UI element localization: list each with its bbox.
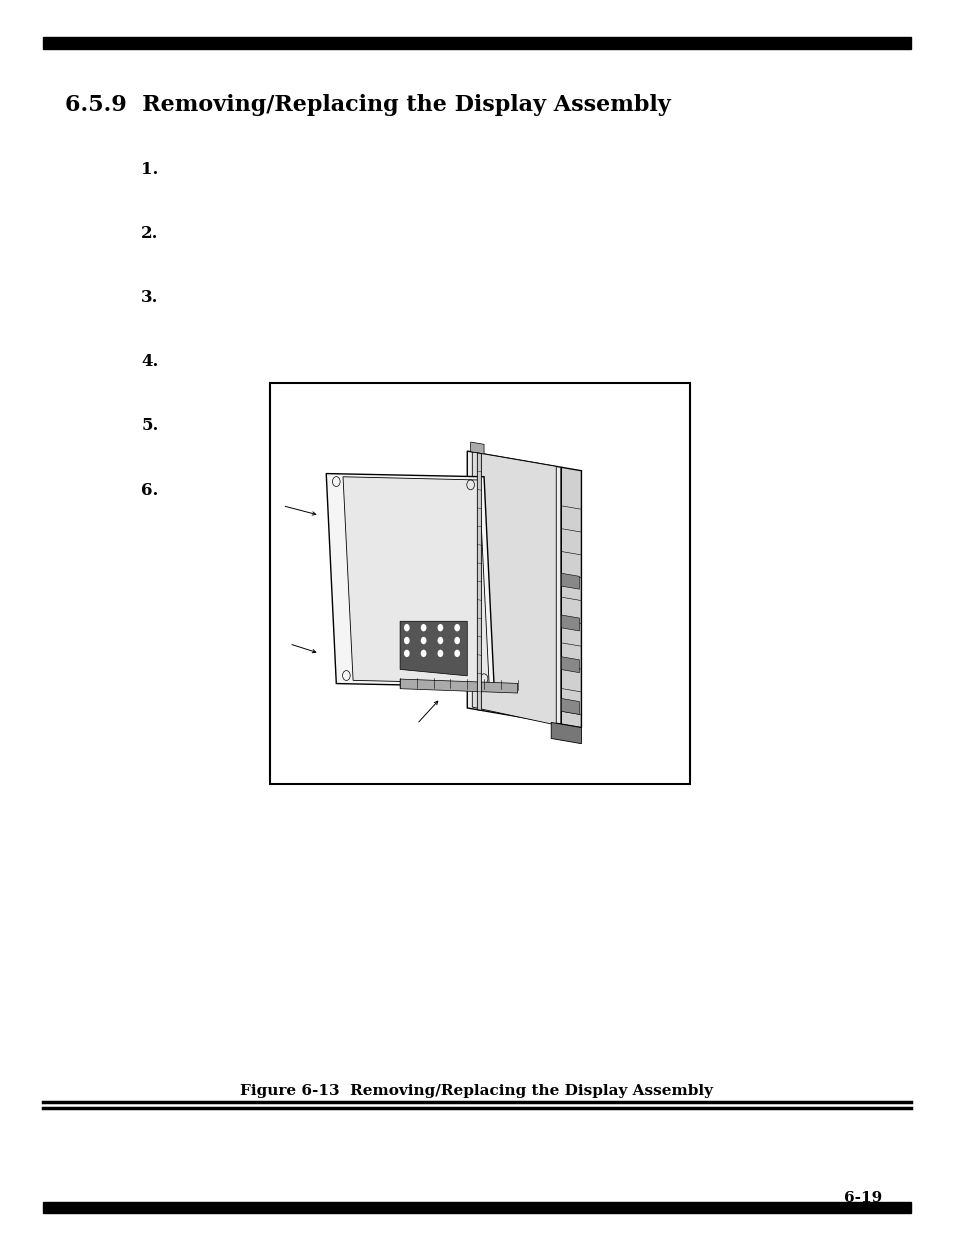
- Circle shape: [454, 650, 459, 657]
- Text: 1.: 1.: [141, 161, 158, 178]
- Text: 5.: 5.: [141, 417, 158, 435]
- Polygon shape: [560, 467, 580, 727]
- Polygon shape: [467, 451, 560, 724]
- Bar: [43, 1202, 910, 1213]
- Polygon shape: [560, 699, 578, 714]
- Bar: [43, 37, 910, 49]
- Polygon shape: [470, 442, 483, 454]
- Circle shape: [420, 650, 426, 657]
- Polygon shape: [399, 621, 467, 676]
- Polygon shape: [551, 722, 580, 743]
- Circle shape: [437, 650, 443, 657]
- Circle shape: [403, 650, 409, 657]
- Text: 4.: 4.: [141, 353, 158, 370]
- Polygon shape: [560, 573, 578, 589]
- Circle shape: [403, 624, 409, 631]
- Text: 6.: 6.: [141, 482, 158, 499]
- Text: 3.: 3.: [141, 289, 158, 306]
- Polygon shape: [560, 615, 578, 631]
- Polygon shape: [399, 679, 517, 693]
- Text: 6-19: 6-19: [843, 1191, 882, 1205]
- Circle shape: [454, 637, 459, 645]
- Text: Figure 6-13  Removing/Replacing the Display Assembly: Figure 6-13 Removing/Replacing the Displ…: [240, 1084, 713, 1098]
- Polygon shape: [476, 453, 481, 710]
- Circle shape: [420, 637, 426, 645]
- Circle shape: [420, 624, 426, 631]
- Polygon shape: [343, 477, 489, 683]
- Circle shape: [437, 637, 443, 645]
- Circle shape: [454, 624, 459, 631]
- Text: 6.5.9  Removing/Replacing the Display Assembly: 6.5.9 Removing/Replacing the Display Ass…: [65, 94, 670, 116]
- Circle shape: [403, 637, 409, 645]
- Polygon shape: [326, 473, 494, 687]
- Text: 2.: 2.: [141, 225, 158, 242]
- Polygon shape: [560, 657, 578, 673]
- Polygon shape: [472, 452, 556, 725]
- Circle shape: [437, 624, 443, 631]
- Bar: [270, 383, 689, 784]
